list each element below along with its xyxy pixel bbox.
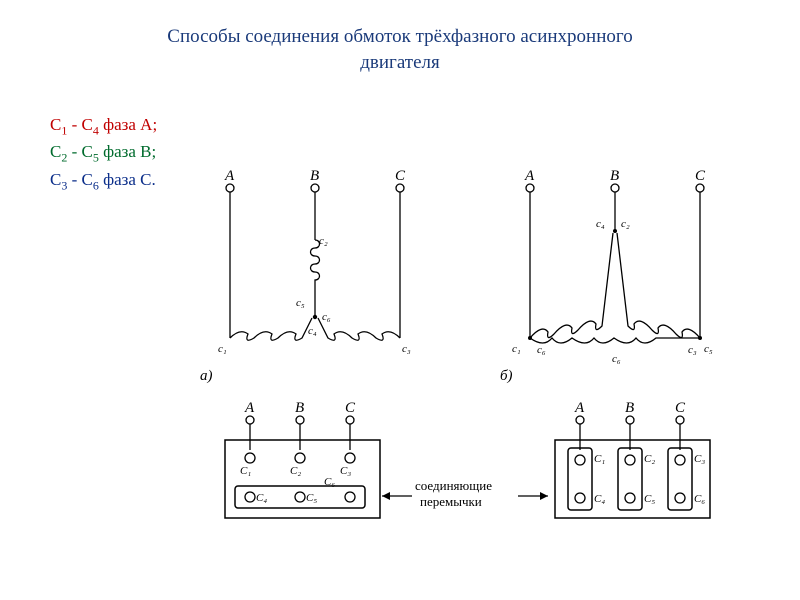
tb2-C: C [675, 400, 686, 416]
d-c2: c₂ [621, 218, 630, 230]
tb1-C2: C₂ [290, 465, 301, 477]
tb1-C6: C₆ [324, 476, 335, 488]
lbl-c3: c₃ [402, 343, 411, 355]
delta-coil-right [617, 233, 700, 338]
legend-row-c: С3 - С6 фаза С. [50, 167, 157, 194]
lbl-c1: c₁ [218, 343, 227, 355]
label-B2: B [610, 170, 619, 184]
tb1-A: A [244, 400, 255, 416]
tb2-C5: C₅ [644, 493, 655, 505]
lbl-c4: c₄ [308, 325, 317, 337]
star-top-terminals: A B C [224, 170, 406, 192]
d-c5: c₅ [704, 343, 713, 355]
label-B: B [310, 170, 319, 184]
d-c1: c₁ [512, 343, 521, 355]
tb2-C1: C₁ [594, 453, 605, 465]
diagram-zone: A B C c₂ c₅ c₆ c₄ c₁ c₃ а) [190, 170, 770, 570]
title-line2: двигателя [360, 52, 440, 73]
d-c6: c₆ [612, 353, 621, 365]
d-c6b: c₆ [537, 344, 546, 356]
delta-coil-bottom [530, 338, 700, 343]
d-c3b: c₃ [688, 344, 697, 356]
jumper-caption: соединяющие перемычки [382, 478, 548, 509]
tb1-C1: C₁ [240, 465, 251, 477]
subfig-b: б) [500, 368, 513, 384]
label-A2: A [524, 170, 535, 184]
coil-b [311, 240, 320, 315]
subfig-a: а) [200, 368, 213, 384]
tb2-A: A [574, 400, 585, 416]
coil-a [230, 318, 312, 340]
tb1-C5: C₅ [306, 492, 317, 504]
legend-row-a: С1 - С4 фаза А; [50, 112, 157, 139]
label-A: A [224, 170, 235, 184]
diagram-svg: A B C c₂ c₅ c₆ c₄ c₁ c₃ а) [190, 170, 770, 570]
lbl-c6: c₆ [322, 311, 331, 323]
tb2-C3: C₃ [694, 453, 705, 465]
jumper-caption-l2: перемычки [420, 494, 482, 509]
tb1-C3: C₃ [340, 465, 351, 477]
lbl-c5: c₅ [296, 297, 305, 309]
delta-coil-left [530, 233, 613, 338]
tb2-B: B [625, 400, 634, 416]
label-C: C [395, 170, 406, 184]
tb2-C4: C₄ [594, 493, 605, 505]
terminal-box-delta: A B C C₁ C₂ C₃ C₄ C₅ C₆ [555, 400, 710, 518]
tb2-C6: C₆ [694, 493, 705, 505]
lbl-c2: c₂ [319, 235, 328, 247]
d-c4: c₄ [596, 218, 605, 230]
tb1-C4: C₄ [256, 492, 267, 504]
legend: С1 - С4 фаза А; С2 - С5 фаза В; С3 - С6 … [50, 112, 157, 194]
title-line1: Способы соединения обмоток трёхфазного а… [167, 26, 632, 47]
star-connection: A B C c₂ c₅ c₆ c₄ c₁ c₃ а) [200, 170, 411, 384]
page-title: Способы соединения обмоток трёхфазного а… [0, 0, 800, 85]
neutral-node [313, 315, 317, 319]
tb2-C2: C₂ [644, 453, 655, 465]
terminal-box-star: A B C C₁ C₂ C₃ C₄ C₅ C₆ [225, 400, 380, 518]
tb1-C: C [345, 400, 356, 416]
delta-connection: A B C c₄ c₂ c₁ c₆ c₆ c₃ c₅ б) [500, 170, 713, 384]
label-C2: C [695, 170, 706, 184]
legend-row-b: С2 - С5 фаза В; [50, 139, 157, 166]
jumper-caption-l1: соединяющие [415, 478, 492, 493]
tb1-B: B [295, 400, 304, 416]
